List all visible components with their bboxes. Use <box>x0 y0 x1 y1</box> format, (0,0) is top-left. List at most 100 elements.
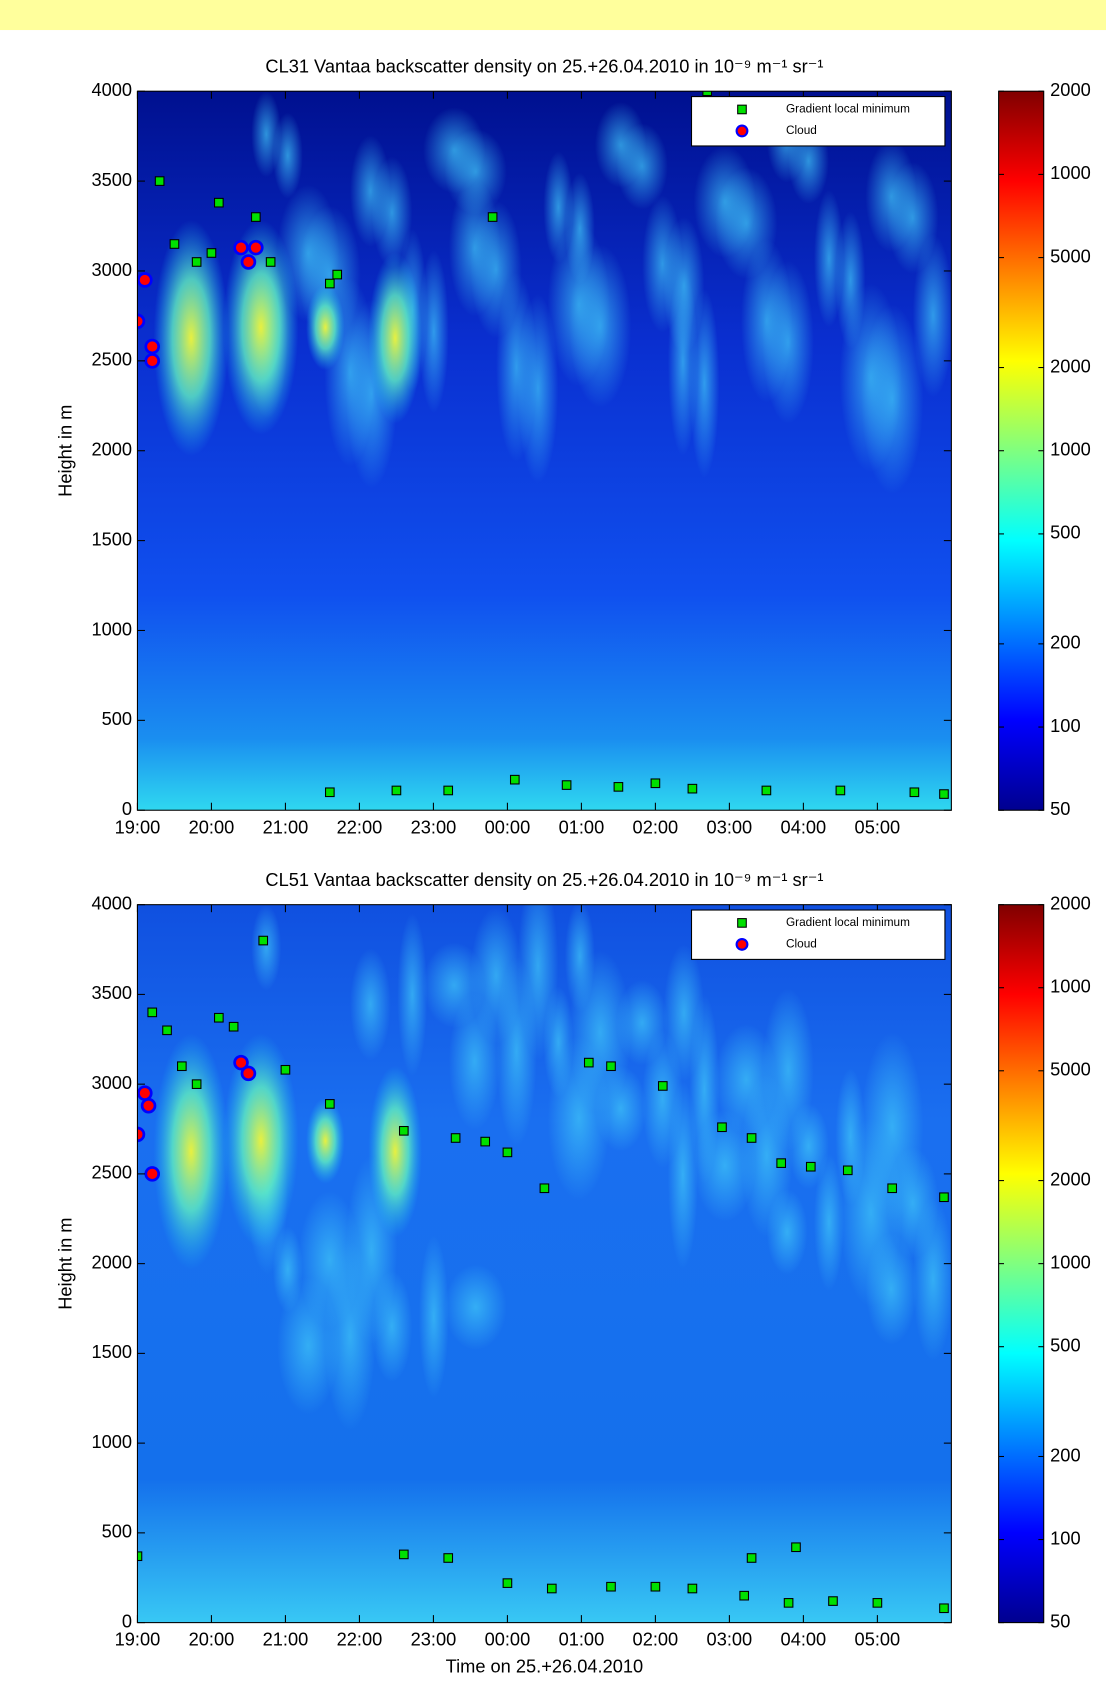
haze <box>663 216 705 355</box>
gradient-min-marker <box>872 1598 883 1608</box>
legend-box <box>690 96 946 147</box>
haze <box>886 162 939 274</box>
gradient-min-marker <box>746 1553 757 1563</box>
gradient-min-marker <box>502 1147 513 1158</box>
haze <box>564 904 595 1012</box>
plume <box>223 219 299 435</box>
y-tick-label: 0 <box>122 1610 132 1631</box>
gradient-min-marker <box>650 1581 661 1592</box>
gradient-min-marker <box>214 197 224 208</box>
y-tick-label: 3000 <box>91 259 132 280</box>
haze <box>444 128 507 215</box>
colorbar-tick-label: 1000 <box>1050 439 1091 460</box>
colorbar-tick-label: 2000 <box>1050 1168 1091 1189</box>
gradient-min-marker <box>761 785 772 796</box>
colorbar-tick-label: 5000 <box>1050 1059 1091 1080</box>
gradient-min-marker <box>206 248 217 258</box>
cloud-marker <box>137 1085 153 1101</box>
gradient-min-marker <box>939 1192 949 1203</box>
haze <box>517 294 559 483</box>
y-tick-label: 500 <box>102 708 132 729</box>
gradient-min-marker <box>702 91 713 97</box>
haze <box>517 904 559 1061</box>
gradient-min-marker <box>398 1125 409 1136</box>
legend-box <box>690 909 946 960</box>
haze <box>470 200 522 339</box>
gradient-min-marker <box>324 278 335 289</box>
y-tick-label: 4000 <box>91 892 132 913</box>
haze <box>298 1191 361 1329</box>
cloud-marker <box>233 1054 249 1071</box>
gradient-min-marker <box>842 1165 853 1176</box>
gradient-min-marker <box>746 1133 757 1143</box>
cloud-marker <box>240 254 257 270</box>
x-tick-label: 22:00 <box>337 816 383 837</box>
y-tick-label: 2000 <box>91 1251 132 1272</box>
gradient-min-marker <box>783 1598 794 1608</box>
y-tick-label: 500 <box>102 1521 132 1542</box>
x-tick-label: 04:00 <box>781 1629 827 1650</box>
x-tick-label: 04:00 <box>781 816 827 837</box>
gradient-min-marker <box>324 1099 335 1109</box>
y-axis-label: Height in m <box>54 405 75 497</box>
plume <box>306 1097 345 1184</box>
gradient-min-marker <box>606 1061 616 1072</box>
gradient-min-marker <box>835 785 846 796</box>
x-tick-label: 03:00 <box>707 816 753 837</box>
y-tick-label: 1500 <box>91 528 132 549</box>
gradient-min-marker <box>791 1542 801 1553</box>
plume <box>368 252 422 424</box>
legend-label: Cloud <box>786 123 817 137</box>
colorbar-tick-label: 50 <box>1050 1610 1070 1631</box>
x-tick-label: 23:00 <box>411 1629 457 1650</box>
x-tick-label: 21:00 <box>263 816 309 837</box>
gradient-min-marker <box>650 778 661 789</box>
chart-title: CL31 Vantaa backscatter density on 25.+2… <box>265 55 823 76</box>
plume <box>223 1033 299 1249</box>
colorbar-tick-label: 1000 <box>1050 162 1091 183</box>
gradient-min-marker <box>487 212 498 222</box>
colorbar-tick-label: 100 <box>1050 1527 1080 1548</box>
haze <box>715 167 778 280</box>
colorbar-tick-label: 2000 <box>1050 355 1091 376</box>
x-tick-label: 01:00 <box>559 816 605 837</box>
haze <box>418 250 449 414</box>
haze <box>251 904 282 991</box>
x-tick-label: 19:00 <box>115 1629 161 1650</box>
legend-marker <box>737 104 747 115</box>
colorbar-tick-label: 1000 <box>1050 1251 1091 1272</box>
gradient-min-marker <box>191 1079 202 1089</box>
colorbar-tick-label: 1000 <box>1050 976 1091 997</box>
plume <box>153 219 229 457</box>
haze <box>835 1067 866 1206</box>
colorbar-tick-label: 5000 <box>1050 245 1091 266</box>
gradient-min-marker <box>480 1136 491 1147</box>
x-tick-label: 01:00 <box>559 1629 605 1650</box>
gradient-min-marker <box>162 1025 172 1036</box>
legend-label: Gradient local minimum <box>786 915 910 929</box>
colorbar <box>998 90 1045 811</box>
gradient-min-marker <box>939 789 949 799</box>
x-tick-label: 23:00 <box>411 816 457 837</box>
gradient-min-marker <box>258 935 269 946</box>
haze <box>350 948 391 1061</box>
haze <box>564 172 595 285</box>
y-tick-label: 2000 <box>91 439 132 460</box>
legend-label: Gradient local minimum <box>786 102 910 116</box>
x-tick-label: 22:00 <box>337 1629 383 1650</box>
x-tick-label: 21:00 <box>263 1629 309 1650</box>
gradient-min-marker <box>613 782 624 792</box>
haze <box>762 988 814 1152</box>
x-tick-label: 05:00 <box>855 1629 901 1650</box>
gradient-min-marker <box>561 780 572 790</box>
haze <box>663 944 705 1082</box>
gradient-min-marker <box>828 1596 838 1606</box>
colorbar-tick-label: 500 <box>1050 1335 1080 1356</box>
haze <box>569 244 632 408</box>
y-tick-label: 2500 <box>91 349 132 370</box>
x-tick-label: 05:00 <box>855 816 901 837</box>
cloud-marker <box>144 353 161 369</box>
gradient-min-marker <box>228 1021 239 1032</box>
gradient-min-marker <box>191 257 202 267</box>
